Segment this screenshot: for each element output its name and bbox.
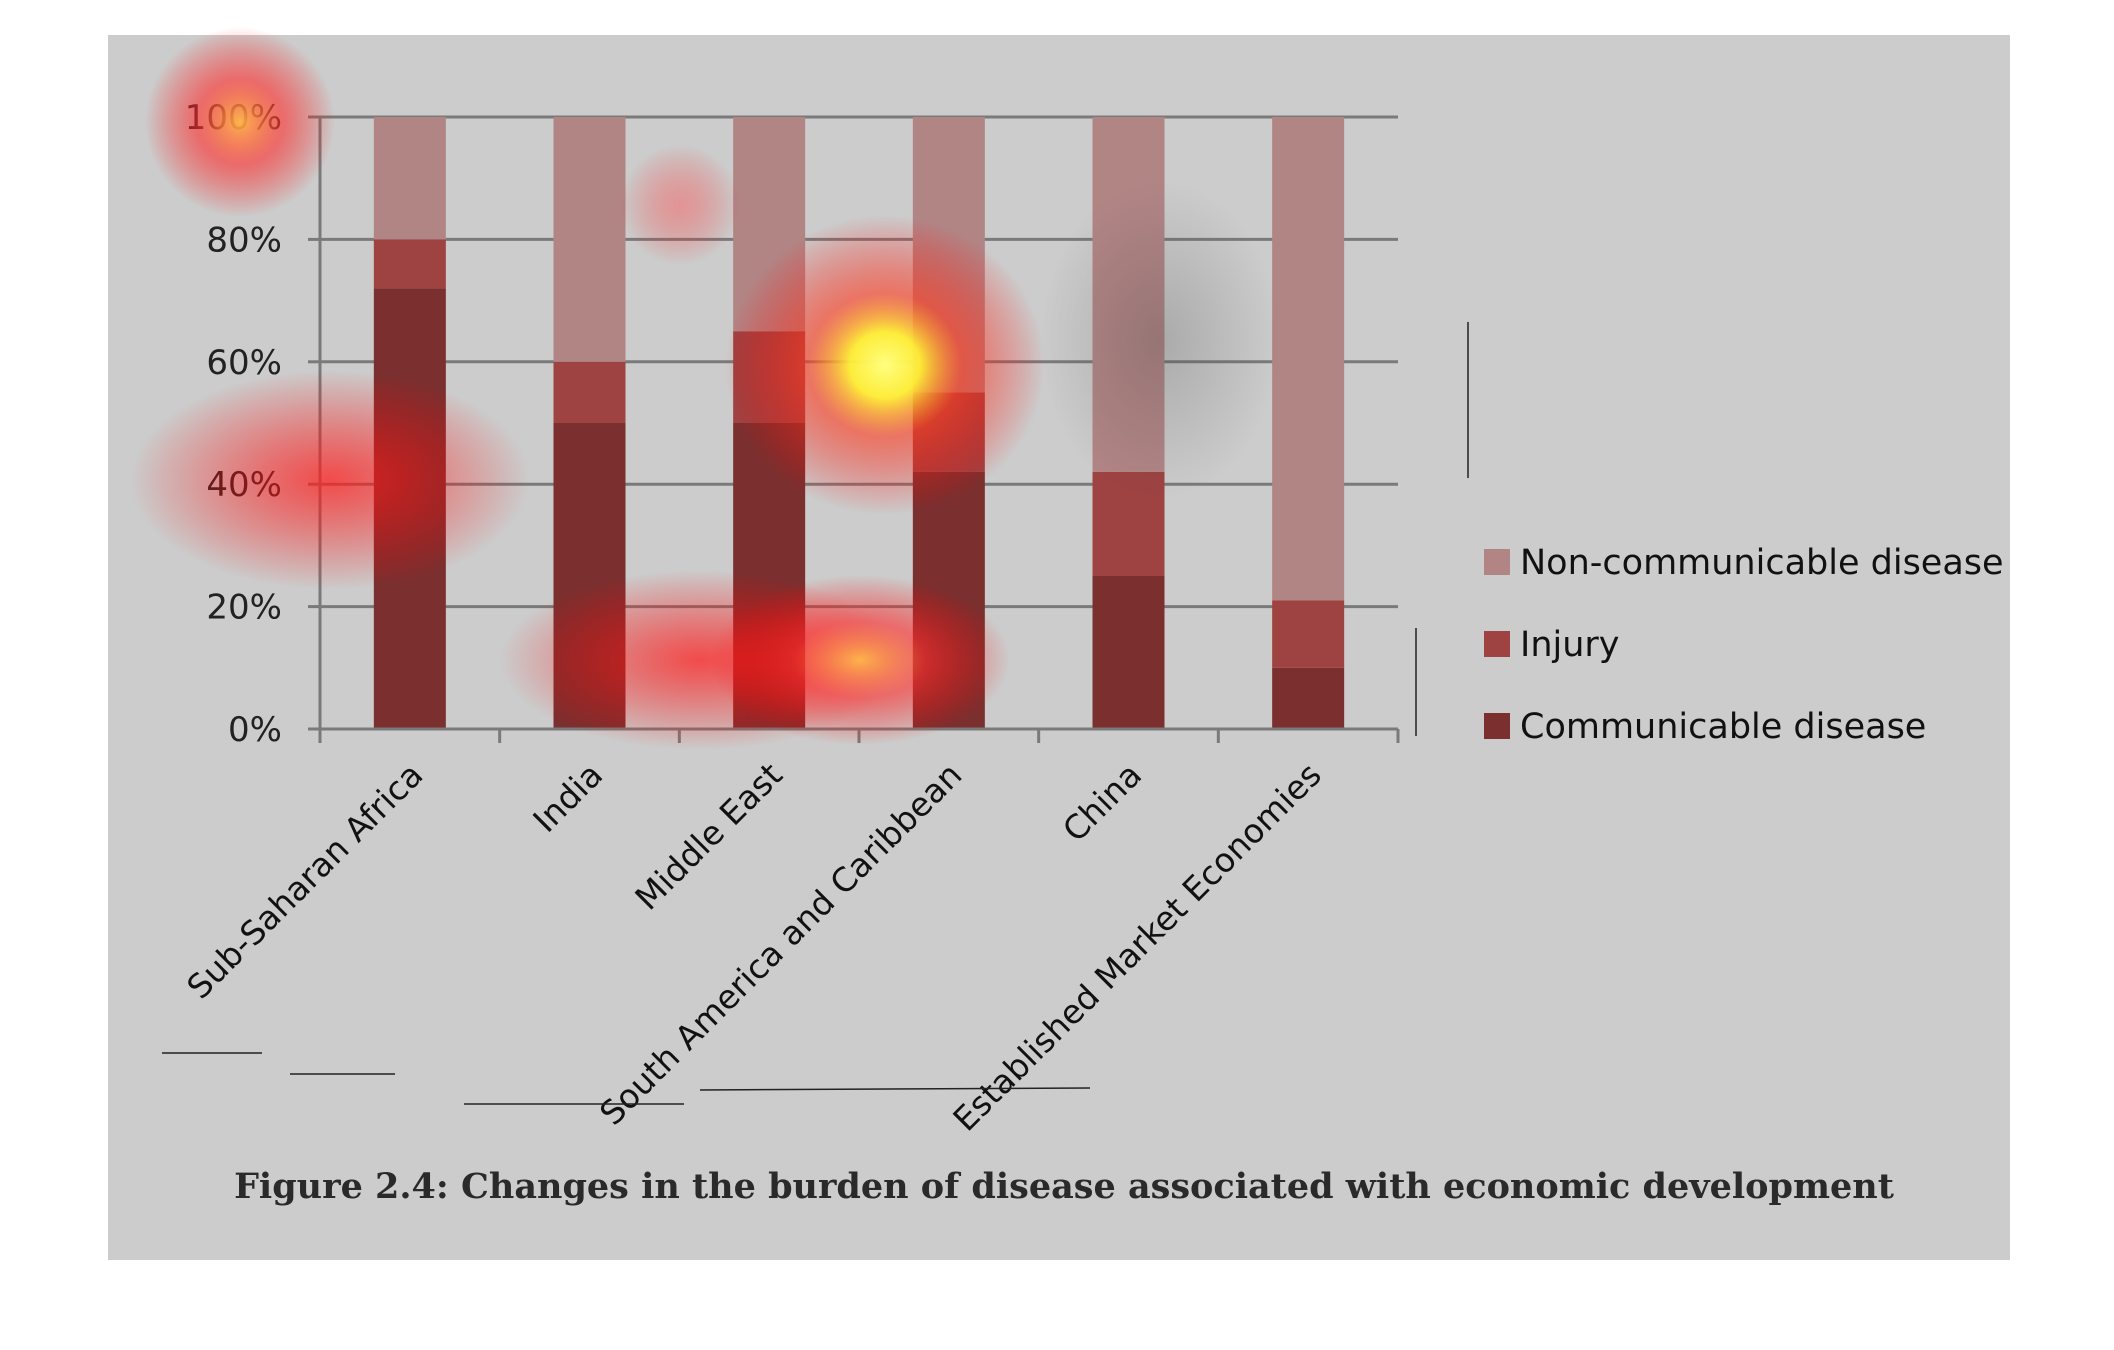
stray-lines	[162, 322, 1469, 1105]
legend-swatch	[1484, 631, 1510, 657]
bar-segment	[1272, 667, 1345, 729]
y-tick-label: 80%	[206, 220, 282, 260]
bar-segment	[373, 239, 446, 289]
bar-segment	[1092, 576, 1165, 729]
y-tick-label: 20%	[206, 588, 282, 628]
figure-caption: Figure 2.4: Changes in the burden of dis…	[234, 1166, 1894, 1207]
bar-segment	[553, 117, 626, 362]
legend: Non-communicable disease Injury Communicab…	[1484, 543, 2004, 747]
legend-label: Non-communicable disease	[1520, 543, 2004, 583]
bar-segment	[1272, 600, 1345, 668]
y-tick-label: 0%	[228, 710, 282, 750]
bar-segment	[1272, 117, 1345, 601]
legend-swatch	[1484, 713, 1510, 739]
bar-segment	[553, 361, 626, 423]
attention-heatmap-overlay	[130, 27, 1280, 750]
bar-segment	[373, 117, 446, 240]
legend-label: Injury	[1520, 625, 1620, 665]
legend-swatch	[1484, 549, 1510, 575]
legend-label: Communicable disease	[1520, 707, 1926, 747]
